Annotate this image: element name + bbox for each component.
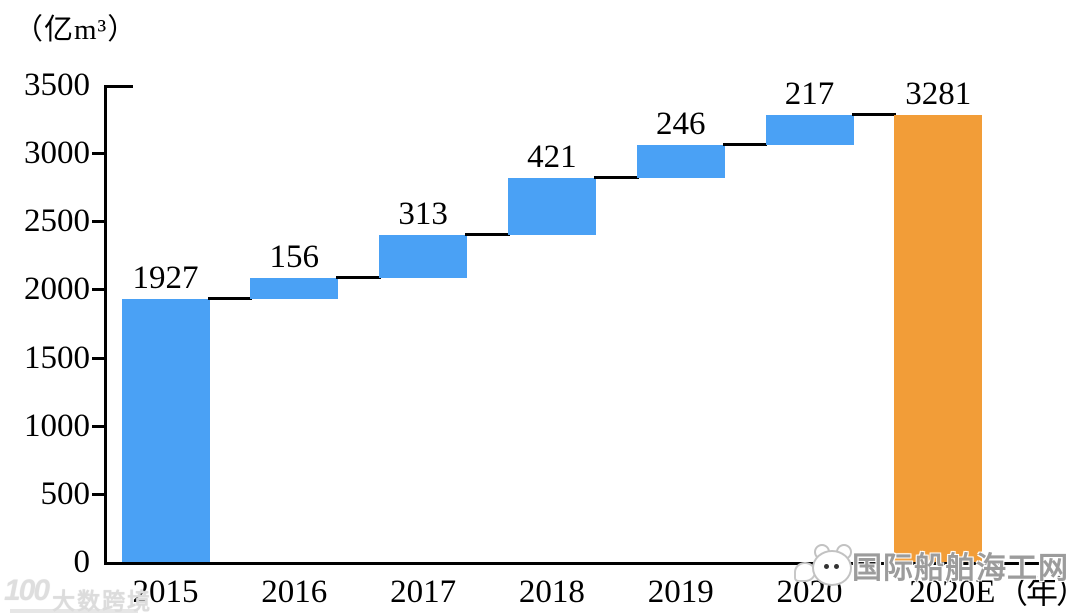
connector-line [465, 233, 510, 237]
y-axis-tick [92, 356, 104, 360]
y-axis-tick [92, 492, 104, 496]
connector-line [336, 276, 382, 280]
y-axis-unit-label: （亿m³） [14, 14, 138, 46]
bar-value-label: 3281 [905, 75, 972, 112]
chat-mascot-icon [790, 538, 852, 592]
y-axis-tick-label: 1500 [24, 339, 90, 376]
y-axis-tick-label: 500 [40, 475, 91, 512]
y-axis-line [104, 85, 107, 565]
watermark-right-label: 国际船舶海工网 [852, 552, 1069, 585]
increment-bar-2016 [250, 278, 339, 300]
x-axis-category-label: 2016 [261, 574, 328, 610]
y-axis-tick [92, 152, 104, 156]
dashukuajing-logo-icon: 100 [4, 574, 50, 607]
connector-line [722, 142, 768, 146]
y-axis-tick-label: 2000 [24, 271, 90, 308]
y-axis-tick [107, 85, 133, 88]
y-axis-tick-label: 3000 [24, 135, 90, 172]
bar-value-label: 217 [784, 75, 835, 112]
increment-bar-2019 [636, 144, 725, 179]
bar-value-label: 156 [269, 239, 320, 276]
increment-bar-2020 [765, 114, 854, 145]
x-axis-category-label: 2020E [909, 574, 996, 610]
y-axis-tick [92, 288, 104, 292]
x-axis-category-label: 2017 [390, 574, 457, 610]
connector-line [593, 176, 639, 180]
watermark-bottom-left: 100 大数跨境 [4, 576, 152, 616]
connector-line [207, 297, 253, 301]
x-axis-line [104, 562, 1048, 565]
y-axis-tick-label: 1000 [24, 407, 90, 444]
bar-value-label: 246 [655, 105, 706, 142]
x-axis-category-label: 2015 [132, 574, 199, 610]
watermark-left-underline [10, 609, 138, 613]
x-axis-category-label: 2018 [518, 574, 585, 610]
y-axis-tick [92, 220, 104, 224]
y-axis-tick-label: 0 [73, 544, 91, 580]
increment-bar-2015 [121, 299, 210, 562]
total-bar-2020E [894, 114, 983, 562]
watermark-bottom-right: 国际船舶海工网 [790, 538, 1069, 592]
y-axis-tick-label: 2500 [24, 203, 90, 240]
bar-value-label: 421 [527, 139, 577, 176]
watermark-left-label: 大数跨境 [52, 588, 153, 614]
bar-value-label: 313 [398, 196, 448, 233]
connector-line [851, 112, 897, 116]
x-axis-category-label: 2019 [647, 574, 714, 610]
bar-value-label: 1927 [132, 260, 199, 297]
x-axis-unit-label: （年） [996, 574, 1080, 610]
y-axis-tick-label: 3500 [24, 67, 90, 103]
increment-bar-2017 [379, 235, 468, 279]
increment-bar-2018 [507, 178, 596, 236]
y-axis-tick [92, 424, 104, 428]
